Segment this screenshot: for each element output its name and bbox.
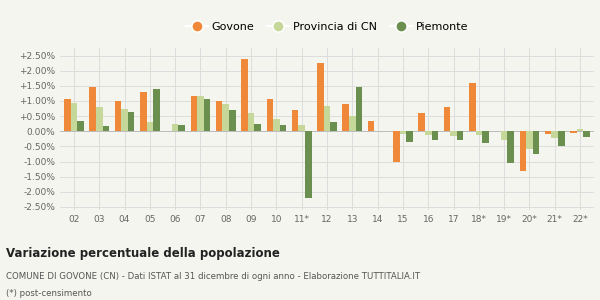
Bar: [330, 122, 337, 131]
Bar: [349, 116, 356, 131]
Bar: [324, 106, 330, 131]
Bar: [577, 129, 583, 131]
Legend: Govone, Provincia di CN, Piemonte: Govone, Provincia di CN, Piemonte: [181, 18, 473, 37]
Bar: [425, 131, 431, 135]
Bar: [89, 87, 96, 131]
Bar: [178, 124, 185, 131]
Bar: [254, 124, 261, 131]
Bar: [140, 92, 146, 131]
Bar: [115, 101, 121, 131]
Bar: [520, 131, 526, 171]
Bar: [146, 122, 153, 131]
Bar: [450, 131, 457, 136]
Bar: [356, 87, 362, 131]
Text: Variazione percentuale della popolazione: Variazione percentuale della popolazione: [6, 247, 280, 260]
Bar: [343, 104, 349, 131]
Bar: [241, 58, 248, 131]
Bar: [368, 121, 374, 131]
Bar: [71, 103, 77, 131]
Bar: [583, 131, 590, 137]
Bar: [469, 83, 476, 131]
Bar: [273, 119, 280, 131]
Bar: [223, 104, 229, 131]
Bar: [305, 131, 311, 198]
Bar: [443, 107, 450, 131]
Bar: [153, 89, 160, 131]
Bar: [266, 100, 273, 131]
Text: COMUNE DI GOVONE (CN) - Dati ISTAT al 31 dicembre di ogni anno - Elaborazione TU: COMUNE DI GOVONE (CN) - Dati ISTAT al 31…: [6, 272, 420, 281]
Bar: [64, 100, 71, 131]
Bar: [551, 131, 558, 138]
Bar: [526, 131, 533, 149]
Bar: [229, 110, 236, 131]
Bar: [96, 107, 103, 131]
Bar: [248, 113, 254, 131]
Bar: [406, 131, 413, 142]
Bar: [191, 96, 197, 131]
Bar: [292, 110, 298, 131]
Bar: [103, 126, 109, 131]
Bar: [400, 131, 406, 134]
Bar: [508, 131, 514, 163]
Bar: [393, 131, 400, 162]
Bar: [172, 124, 178, 131]
Bar: [457, 131, 463, 140]
Text: (*) post-censimento: (*) post-censimento: [6, 289, 92, 298]
Bar: [280, 125, 286, 131]
Bar: [558, 131, 565, 146]
Bar: [77, 121, 84, 131]
Bar: [482, 131, 489, 143]
Bar: [298, 124, 305, 131]
Bar: [121, 109, 128, 131]
Bar: [317, 63, 324, 131]
Bar: [216, 101, 223, 131]
Bar: [545, 131, 551, 134]
Bar: [533, 131, 539, 154]
Bar: [570, 131, 577, 133]
Bar: [204, 99, 211, 131]
Bar: [128, 112, 134, 131]
Bar: [476, 131, 482, 135]
Bar: [418, 113, 425, 131]
Bar: [197, 96, 204, 131]
Bar: [431, 131, 438, 140]
Bar: [501, 131, 508, 140]
